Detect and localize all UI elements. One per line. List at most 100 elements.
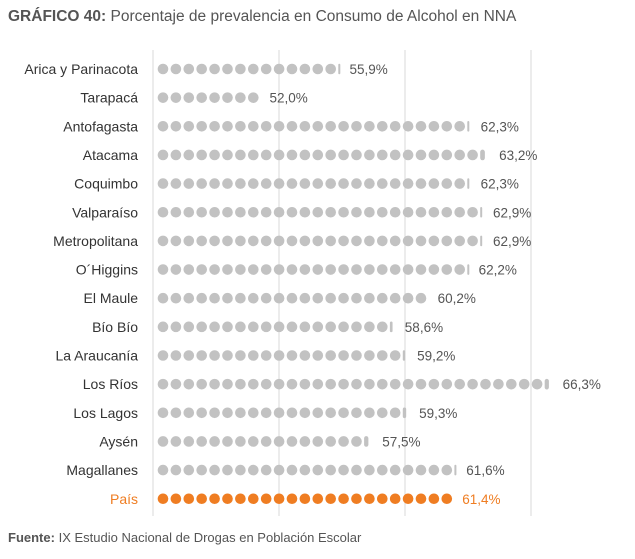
bar [157,121,470,132]
bar-dot [196,350,207,361]
bar-dot [235,121,246,132]
bar-dot [338,206,349,218]
bar-dot [402,178,414,189]
bar-dot [209,235,220,247]
bar-dot [299,63,311,75]
bar-dot [338,149,349,161]
bar-row: Magallanes 61,6% [66,462,504,478]
bar-dot [312,464,324,476]
bar-dot [183,378,195,390]
bar-dot-partial [467,264,470,275]
bar-dot [441,235,453,247]
bar-dot [377,178,388,189]
bar-dot [170,92,182,103]
bar-dot [428,464,440,476]
bar-dot [260,436,272,447]
bar-dot [196,63,207,75]
bar-dot [157,149,169,161]
bar-dot [286,436,298,447]
bar-dot-partial [402,407,407,419]
bar-dot [364,321,375,333]
bar-dot [196,378,207,390]
bar-dot [454,149,466,161]
bar-dot [170,407,182,419]
bar-dot [183,493,195,505]
bar-dot [196,149,207,161]
bar-dot [209,264,220,275]
category-label: Valparaíso [72,204,138,220]
bar-dot [209,149,220,161]
value-label: 66,3% [563,377,601,392]
category-label: Tarapacá [80,90,138,106]
value-label: 62,2% [479,263,517,278]
bar-dot [209,493,220,505]
value-label: 61,4% [462,492,500,507]
bar-dot [157,292,169,304]
bar-dot [235,321,246,333]
bar-dot [209,378,220,390]
bar-dot [248,206,259,218]
bar-dot [157,464,169,476]
bar-dot [428,121,440,132]
bar-dot [273,464,285,476]
category-label: El Maule [84,290,139,306]
bar-dot [338,378,349,390]
bar-dot [260,292,272,304]
bar-dot [364,178,375,189]
source-prefix: Fuente: [8,530,55,545]
category-label: Metropolitana [53,233,138,249]
bar-dot [273,350,285,361]
bar-dot [286,407,298,419]
bar-row: Bío Bío 58,6% [92,319,443,335]
bar-dot [286,63,298,75]
bar [157,235,483,247]
value-label: 59,3% [419,406,457,421]
bar-dot [235,493,246,505]
bar-dot [467,235,478,247]
bar-row: Los Lagos 59,3% [73,405,457,421]
bar-dot [273,378,285,390]
category-label: Bío Bío [92,319,138,335]
bar-dot [454,378,466,390]
bar-dot-partial [467,178,470,189]
bar-dot [235,63,246,75]
bar-dot [273,264,285,275]
bar-dot [260,206,272,218]
bar-dot [312,350,324,361]
bar-dot [377,321,388,333]
bar-dot [273,493,285,505]
bar-dot [389,178,401,189]
bar-dot [441,206,453,218]
bar-dot [351,292,362,304]
bar-dot [299,350,311,361]
category-label: País [110,491,138,507]
bar-dot [402,493,414,505]
bar-dot [338,121,349,132]
bar-dot [312,436,324,447]
bar-dot [248,264,259,275]
bar-dot [351,121,362,132]
bar-dot [183,92,195,103]
bar-dot [454,206,466,218]
bar-dot [351,436,362,447]
bar-dot [196,493,207,505]
bar-dot [235,92,246,103]
bar-dot [209,407,220,419]
bar-dot [325,121,337,132]
bar-dot [209,464,220,476]
bar-dot [402,121,414,132]
bar-dot [196,121,207,132]
bar-dot [157,63,169,75]
bar-dot [325,63,337,75]
bar-dot [170,264,182,275]
bar-dot [441,178,453,189]
bar-dot [299,206,311,218]
bar-dot [286,178,298,189]
bar-dot [235,378,246,390]
bar-dot [260,63,272,75]
bar [157,178,470,189]
bar [157,464,457,476]
bar-dot [299,264,311,275]
bar-dot [364,378,375,390]
bar-dot [299,121,311,132]
